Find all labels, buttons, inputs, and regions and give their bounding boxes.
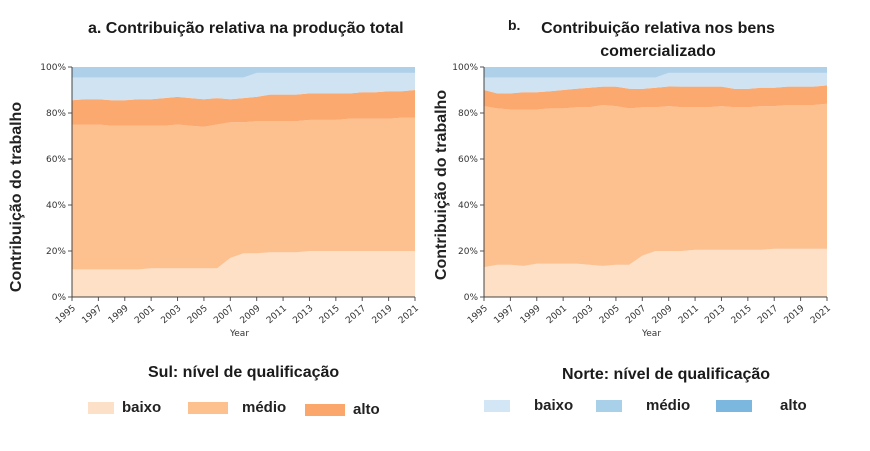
chart-a-ytick-label: 20%: [46, 247, 66, 257]
chart-b-xtick-label: 2015: [730, 304, 754, 326]
legend-a-label-baixo: baixo: [122, 399, 161, 416]
legend-b-swatch-alto: [716, 400, 752, 412]
chart-a-xtick-label: 2013: [291, 304, 315, 326]
chart-b-ytick-label: 100%: [452, 63, 478, 73]
chart-b-xtick-label: 2003: [571, 304, 595, 326]
legend-a-item-alto: alto: [305, 401, 380, 418]
chart-b-xtick-label: 2011: [677, 304, 701, 326]
chart-b-xtick-label: 1997: [492, 304, 516, 326]
chart-a-xtick-label: 2021: [397, 304, 421, 326]
chart-a-ytick-label: 40%: [46, 201, 66, 211]
chart-a-xtick-label: 2011: [265, 304, 289, 326]
chart-b-xtick-label: 1995: [466, 304, 490, 326]
chart-b: 0%20%40%60%80%100%1995 1997 1999 2001 2003 20…: [452, 63, 833, 339]
chart-a-xtick-label: 1995: [54, 304, 78, 326]
chart-a-ytick-label: 80%: [46, 109, 66, 119]
chart-b-ytick-label: 60%: [458, 155, 478, 165]
chart-a-xtick-label: 2007: [212, 304, 236, 326]
legend-a-item-baixo: baixo: [88, 399, 161, 416]
legend-b-title: Norte: nível de qualificação: [562, 366, 770, 384]
legend-b-item-alto: alto: [716, 397, 807, 414]
chart-b-xtick-label: 2013: [703, 304, 727, 326]
chart-b-xlabel: Year: [641, 329, 661, 339]
legend-b-item-medio: médio: [596, 397, 690, 414]
chart-a-xtick-label: 2015: [318, 304, 342, 326]
chart-a-xtick-label: 2019: [371, 303, 395, 326]
chart-a-xtick-label: 2003: [159, 304, 183, 326]
chart-b-ytick-label: 80%: [458, 109, 478, 119]
chart-a-xtick-label: 2017: [344, 304, 368, 326]
legend-b-label-medio: médio: [646, 397, 690, 414]
chart-b-xtick-label: 2019: [783, 303, 807, 326]
chart-b-ytick-label: 20%: [458, 247, 478, 257]
legend-a-title: Sul: nível de qualificação: [148, 364, 339, 382]
chart-b-xtick-label: 1999: [519, 303, 543, 326]
chart-b-xtick-label: 2007: [624, 304, 648, 326]
legend-a-swatch-baixo: [88, 402, 114, 414]
legend-a-label-alto: alto: [353, 401, 380, 418]
chart-b-xtick-label: 2001: [545, 304, 569, 326]
chart-a-ytick-label: 0%: [52, 293, 67, 303]
chart-a-xtick-label: 2005: [186, 304, 210, 326]
chart-a: 0%20%40%60%80%100%1995 1997 1999 2001 2003 20…: [40, 63, 421, 339]
legend-a-label-medio: médio: [242, 399, 286, 416]
chart-a-xlabel: Year: [229, 329, 249, 339]
chart-a-xtick-label: 2001: [133, 304, 157, 326]
chart-a-xtick-label: 2009: [239, 303, 263, 326]
chart-a-ytick-label: 60%: [46, 155, 66, 165]
chart-b-xtick-label: 2009: [651, 303, 675, 326]
legend-a-item-medio: médio: [188, 399, 286, 416]
chart-a-xtick-label: 1999: [107, 303, 131, 326]
chart-b-xtick-label: 2017: [756, 304, 780, 326]
chart-b-xtick-label: 2005: [598, 304, 622, 326]
chart-a-ytick-label: 100%: [40, 63, 66, 73]
legend-a-swatch-alto: [305, 404, 345, 416]
legend-b-label-alto: alto: [780, 397, 807, 414]
legend-b-label-baixo: baixo: [534, 397, 573, 414]
legend-b-swatch-baixo: [484, 400, 510, 412]
chart-a-xtick-label: 1997: [80, 304, 104, 326]
chart-b-ytick-label: 40%: [458, 201, 478, 211]
chart-b-xtick-label: 2021: [809, 304, 833, 326]
chart-b-area-médio: [484, 104, 827, 267]
legend-b-item-baixo: baixo: [484, 397, 573, 414]
chart-a-area-médio: [72, 118, 415, 270]
legend-b-swatch-medio: [596, 400, 622, 412]
legend-a-swatch-medio: [188, 402, 228, 414]
chart-b-ytick-label: 0%: [464, 293, 479, 303]
